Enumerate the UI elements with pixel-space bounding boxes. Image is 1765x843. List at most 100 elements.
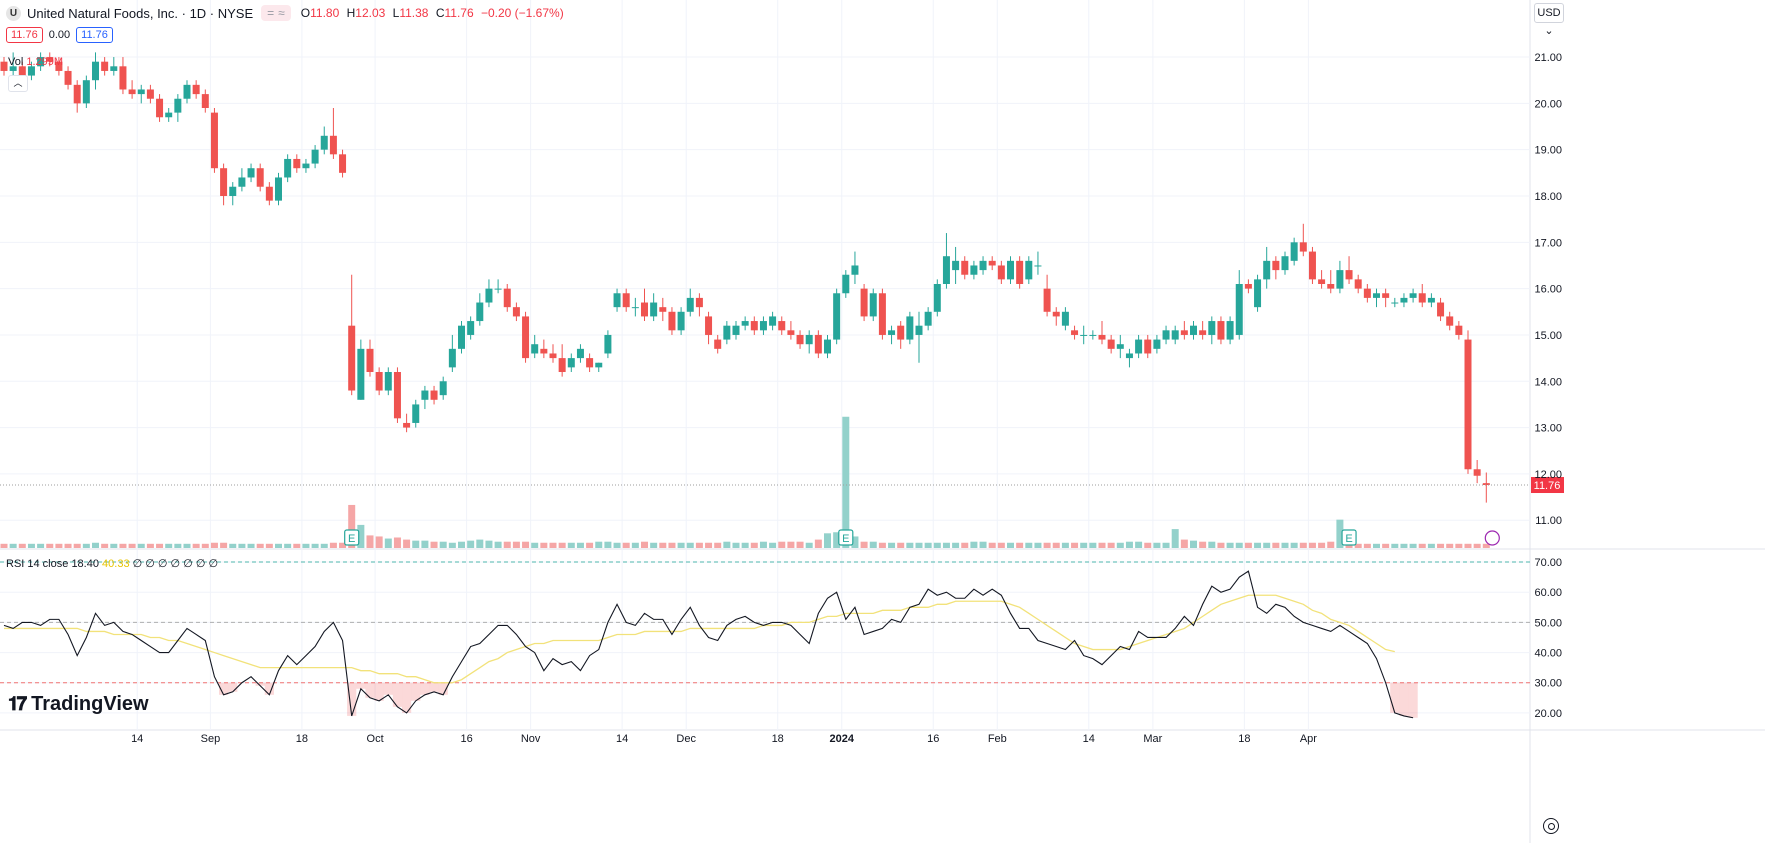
ask-box[interactable]: 11.76 <box>76 27 113 43</box>
volume-bar <box>1116 542 1124 548</box>
candle-body <box>1080 334 1088 336</box>
candle-body <box>1345 270 1353 280</box>
gear-icon[interactable] <box>1543 818 1559 834</box>
volume-bar <box>631 542 639 548</box>
symbol-title[interactable]: United Natural Foods, Inc. · 1D · NYSE <box>27 5 254 21</box>
volume-bar <box>1318 542 1326 548</box>
volume-bar <box>1190 540 1197 548</box>
volume-bar <box>247 543 255 548</box>
volume-bar <box>567 542 575 548</box>
rsi-oversold-fill <box>219 682 229 695</box>
candle-body <box>403 422 411 428</box>
compare-pill[interactable]: = ≈ <box>261 5 291 21</box>
volume-bar <box>558 542 566 548</box>
candle-body <box>814 334 822 354</box>
volume-bar <box>851 536 859 548</box>
candle-body <box>851 265 859 275</box>
volume-bar <box>723 541 731 548</box>
volume-bar <box>833 532 841 548</box>
candle-body <box>1437 302 1445 317</box>
candle-body <box>73 84 81 104</box>
price-tick-label: 14.00 <box>1534 376 1562 388</box>
candle-body <box>1180 330 1188 335</box>
candle-body <box>1409 293 1417 298</box>
volume-bar <box>1427 543 1435 548</box>
candle-body <box>357 348 365 400</box>
candle-body <box>1125 353 1133 359</box>
currency-button[interactable]: USD ⌄ <box>1534 3 1564 37</box>
volume-bar <box>476 539 484 548</box>
volume-bar <box>549 542 557 548</box>
rsi-name: RSI 14 close <box>6 558 69 570</box>
price-tick-label: 15.00 <box>1534 330 1562 342</box>
high-value: 12.03 <box>355 6 386 20</box>
collapse-legend-button[interactable]: ︿ <box>8 75 28 92</box>
candle-body <box>201 94 209 108</box>
rsi-oversold-fill <box>264 682 274 695</box>
candle-body <box>339 154 347 173</box>
volume-bar <box>265 543 273 548</box>
candle-body <box>1473 469 1481 476</box>
volume-bar <box>1199 541 1207 548</box>
candle-body <box>631 307 639 309</box>
candle-body <box>467 321 475 335</box>
candle-body <box>778 321 786 331</box>
time-tick-label: 18 <box>772 733 784 745</box>
candle-body <box>1208 321 1216 335</box>
candle-body <box>9 66 17 71</box>
spread-value: 0.00 <box>48 29 71 41</box>
candle-body <box>1272 260 1280 271</box>
price-tick-label: 21.00 <box>1534 52 1562 64</box>
volume-bar <box>668 542 676 548</box>
volume-bar <box>0 543 8 548</box>
volume-bar <box>732 542 740 548</box>
volume-bar <box>961 542 969 548</box>
volume-bar <box>906 542 914 548</box>
wave-icon[interactable]: ≈ <box>278 6 285 20</box>
candle-body <box>1446 316 1454 326</box>
candle-body <box>247 168 255 178</box>
volume-bar <box>1098 542 1106 548</box>
symbol-logo: U <box>6 5 21 21</box>
volume-bar <box>1464 543 1472 548</box>
candle-body <box>1071 330 1079 335</box>
volume-bar <box>1327 541 1335 548</box>
candle-body <box>1373 293 1380 298</box>
bid-box[interactable]: 11.76 <box>6 27 43 43</box>
candle-body <box>485 288 493 303</box>
candle-body <box>1299 242 1307 252</box>
candle-body <box>915 325 923 335</box>
volume-bar <box>1080 542 1088 548</box>
volume-bar <box>778 541 786 548</box>
volume-bar <box>174 543 182 548</box>
rsi-tick-label: 60.00 <box>1534 587 1562 599</box>
low-label: L <box>392 6 400 20</box>
earnings-icon <box>344 529 360 546</box>
volume-bar <box>979 541 987 548</box>
time-tick-label: Nov <box>521 733 541 745</box>
volume-bar <box>1336 519 1344 548</box>
volume-bar <box>595 541 603 548</box>
volume-bar <box>1272 542 1280 548</box>
candle-body <box>1400 297 1408 303</box>
equal-icon[interactable]: = <box>267 6 275 20</box>
volume-bar <box>1409 543 1417 548</box>
candle-body <box>229 186 237 196</box>
volume-bar <box>210 542 218 548</box>
tradingview-logo[interactable]: 𝟏𝟕 TradingView <box>8 693 149 716</box>
volume-bar <box>458 541 465 548</box>
candle-body <box>796 334 804 345</box>
volume-bar <box>1281 542 1289 548</box>
candle-body <box>549 353 557 359</box>
candle-body <box>92 61 99 81</box>
candle-body <box>759 321 767 331</box>
candle-body <box>970 265 978 275</box>
volume-bar <box>1007 542 1014 548</box>
rsi-tick-label: 40.00 <box>1534 648 1562 660</box>
chevron-up-icon: ︿ <box>13 78 23 88</box>
volume-bar <box>1308 542 1316 548</box>
volume-bar <box>512 541 520 548</box>
rsi-oversold-fill <box>429 682 439 692</box>
candle-body <box>1217 321 1225 340</box>
